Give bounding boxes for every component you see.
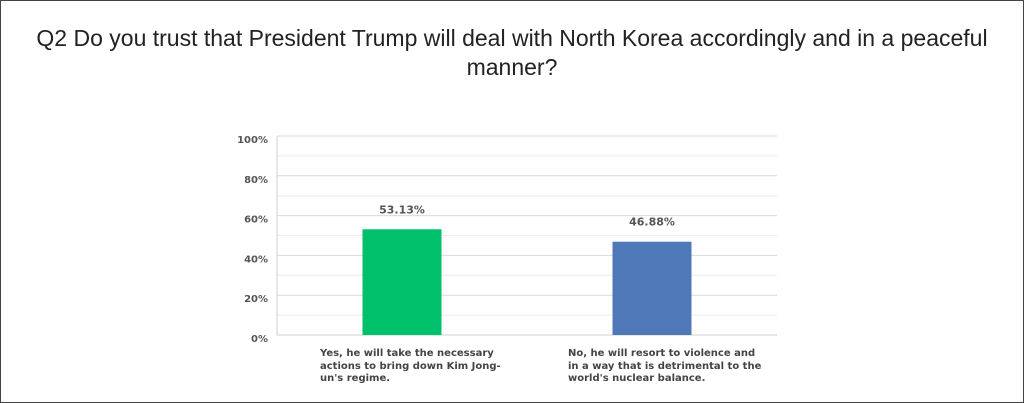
category-label-2: No, he will resort to violence and in a … — [568, 348, 762, 384]
y-tick-label: 20% — [244, 294, 268, 305]
bar-2 — [612, 241, 692, 335]
y-tick-label: 80% — [244, 175, 268, 186]
category-label-1: Yes, he will take the necessary actions … — [320, 348, 501, 384]
y-tick-label: 0% — [251, 334, 268, 345]
bar-1 — [362, 229, 442, 335]
data-label-1: 53.13% — [379, 203, 425, 216]
chart-title: Q2 Do you trust that President Trump wil… — [36, 25, 988, 80]
data-label-2: 46.88% — [629, 216, 675, 229]
y-tick-label: 100% — [237, 135, 268, 146]
y-tick-label: 60% — [244, 215, 268, 226]
y-tick-label: 40% — [244, 254, 268, 265]
